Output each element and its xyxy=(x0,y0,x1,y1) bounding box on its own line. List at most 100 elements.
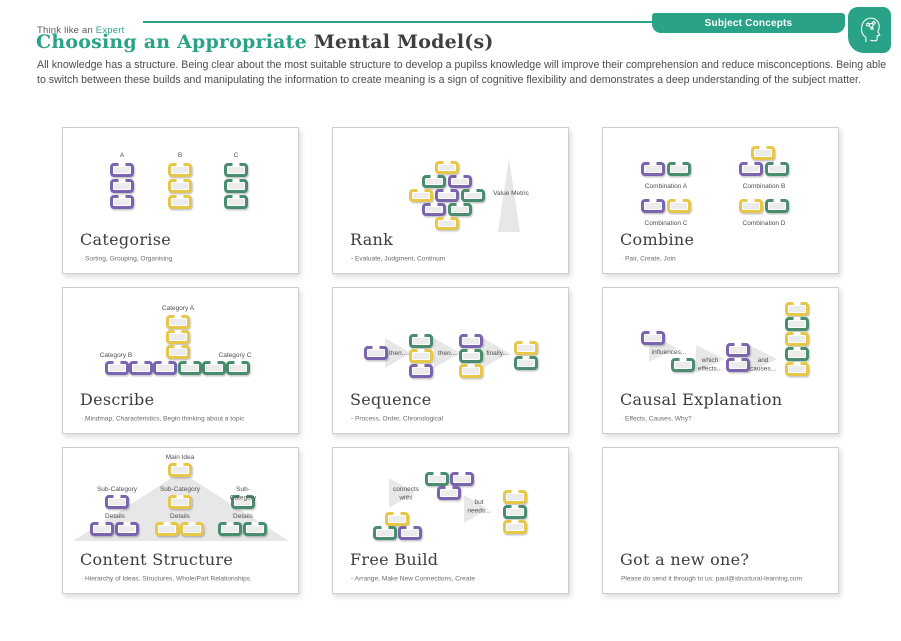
brick-yellow xyxy=(166,330,190,344)
diagram-label: which effects... xyxy=(697,356,723,373)
arrow-right-shape xyxy=(749,345,777,373)
brick-purple xyxy=(110,179,134,193)
brick-purple xyxy=(105,361,129,375)
brick-green xyxy=(461,189,485,202)
diagram-label: influences... xyxy=(651,348,687,356)
diagram-label: Details xyxy=(233,512,253,520)
diagram-label: Category A xyxy=(161,304,195,312)
brick-green xyxy=(231,495,255,509)
brick-green xyxy=(765,199,789,213)
model-card-subtitle: - Process, Order, Chronological xyxy=(351,415,444,423)
page-title: Choosing an Appropriate Mental Model(s) xyxy=(36,31,494,53)
brick-purple xyxy=(105,495,129,509)
diagram-label: Combination A xyxy=(644,182,688,190)
diagram-label: C xyxy=(233,151,239,159)
brick-yellow xyxy=(166,345,190,359)
brick-yellow xyxy=(667,199,691,213)
brick-green xyxy=(373,526,397,540)
model-card-title: Causal Explanation xyxy=(620,390,783,409)
brick-green xyxy=(785,317,809,331)
model-card-title: Describe xyxy=(80,390,155,409)
brick-green xyxy=(671,358,695,372)
brick-yellow xyxy=(180,522,204,536)
diagram-label: B xyxy=(177,151,183,159)
brick-yellow xyxy=(459,364,483,378)
brick-green xyxy=(224,163,248,177)
brick-yellow xyxy=(785,332,809,346)
model-card-subtitle: · Mindmap, Characteristics, Begin thinki… xyxy=(81,415,245,423)
brick-yellow xyxy=(168,163,192,177)
model-card-subtitle: - Evaluate, Judgment, Continum xyxy=(351,255,446,263)
brick-purple xyxy=(726,358,750,372)
page-title-accent: Choosing an Appropriate xyxy=(36,31,307,53)
model-diagram: then.... then.... finally.... xyxy=(333,288,568,433)
brick-yellow xyxy=(168,463,192,477)
model-card: Category A Category B Category C Describe … xyxy=(62,287,299,434)
brick-purple xyxy=(726,343,750,357)
brick-green xyxy=(503,505,527,519)
brick-purple xyxy=(459,334,483,348)
eyebrow: Think like an Expert xyxy=(37,25,124,36)
brick-purple xyxy=(129,361,153,375)
diagram-label: Sub-Category xyxy=(96,485,138,493)
diagram-label: and causes... xyxy=(749,356,777,373)
diagram-label: Sub-Category xyxy=(159,485,201,493)
brick-purple xyxy=(110,163,134,177)
brick-yellow xyxy=(514,341,538,355)
diagram-label: connects with! xyxy=(392,485,420,502)
brick-green xyxy=(226,361,250,375)
brick-yellow xyxy=(409,189,433,202)
model-card-title: Categorise xyxy=(80,230,171,249)
brand-badge xyxy=(848,7,891,53)
page-description: All knowledge has a structure. Being cle… xyxy=(37,59,887,87)
model-card: Got a new one? Please do send it through… xyxy=(602,447,839,594)
diagram-label: A xyxy=(119,151,125,159)
model-diagram: Category A Category B Category C xyxy=(63,288,298,433)
arrow-right-shape xyxy=(483,338,509,368)
diagram-label: Category C xyxy=(218,351,252,359)
header-rule xyxy=(143,21,652,23)
brick-purple xyxy=(435,189,459,202)
brick-yellow xyxy=(785,302,809,316)
brick-purple xyxy=(641,199,665,213)
model-card-subtitle: · Sorting, Grouping, Organising xyxy=(81,255,173,263)
model-diagram: Combination A Combination B Combination C C… xyxy=(603,128,838,273)
brick-purple xyxy=(364,346,388,360)
brick-purple xyxy=(422,203,446,216)
model-card: connects with! but needs... Free Build - … xyxy=(332,447,569,594)
model-diagram: Main Idea Sub-Category Sub-Category Sub-Cat… xyxy=(63,448,298,593)
brick-green xyxy=(243,522,267,536)
diagram-label: Details xyxy=(170,512,190,520)
arrow-right-shape xyxy=(464,495,488,523)
arrow-right-shape xyxy=(385,338,411,368)
model-card-subtitle: · Hierarchy of Ideas, Structures, Whole/… xyxy=(81,575,251,583)
brick-purple xyxy=(641,331,665,345)
model-card: Value Metric Rank - Evaluate, Judgment, … xyxy=(332,127,569,274)
brick-green xyxy=(785,347,809,361)
brick-green xyxy=(218,522,242,536)
diagram-label: Category B xyxy=(99,351,133,359)
brick-yellow xyxy=(751,146,775,160)
model-diagram: connects with! but needs... xyxy=(333,448,568,593)
brick-purple xyxy=(448,175,472,188)
brick-green xyxy=(202,361,226,375)
head-brain-icon xyxy=(855,11,885,50)
diagram-label: Combination D xyxy=(742,219,786,227)
brick-purple xyxy=(437,486,461,500)
brick-green xyxy=(514,356,538,370)
model-card-subtitle: Please do send it through to us: paul@st… xyxy=(621,575,802,583)
brick-yellow xyxy=(155,522,179,536)
diagram-label: then.... xyxy=(438,349,458,357)
model-diagram: Value Metric xyxy=(333,128,568,273)
brick-yellow xyxy=(435,161,459,174)
diagram-label: Combination B xyxy=(742,182,786,190)
brick-green xyxy=(409,334,433,348)
model-card: Combination A Combination B Combination C C… xyxy=(602,127,839,274)
eyebrow-prefix: Think like an xyxy=(37,24,96,36)
diagram-label: finally.... xyxy=(486,349,510,357)
subject-concepts-banner: Subject Concepts xyxy=(652,13,845,33)
brick-purple xyxy=(641,162,665,176)
diagram-label: then.... xyxy=(389,349,409,357)
model-card-title: Got a new one? xyxy=(620,550,750,569)
